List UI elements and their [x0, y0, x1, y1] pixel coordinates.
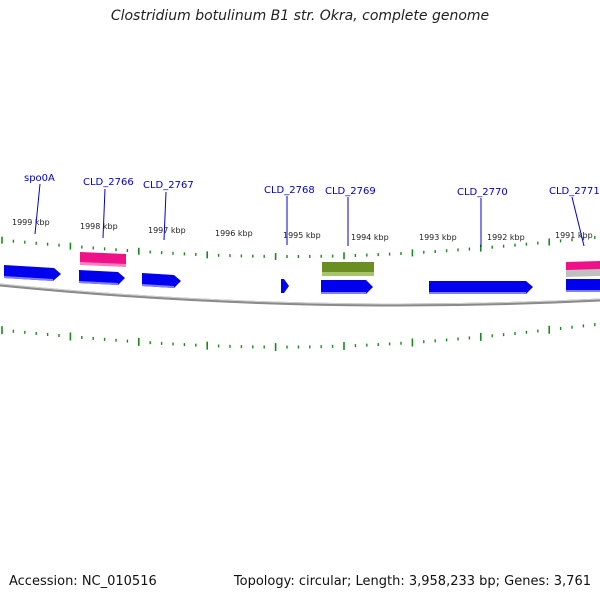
ruler-label-1998: 1998 kbp — [80, 222, 118, 231]
gene-label-CLD_2768[interactable]: CLD_2768 — [264, 185, 315, 245]
gene-label-text: spo0A — [24, 173, 55, 184]
gene-label-text: CLD_2771 — [549, 186, 600, 197]
accession-label: Accession: NC_010516 — [9, 574, 157, 589]
ruler-label-1991: 1991 kbp — [555, 231, 593, 240]
cds-arrow-CLD_2768[interactable] — [281, 279, 289, 293]
gene-label-text: CLD_2770 — [457, 187, 508, 198]
gene-label-CLD_2766[interactable]: CLD_2766 — [83, 177, 134, 239]
gene-label-text: CLD_2769 — [325, 186, 376, 197]
gene-label-CLD_2769[interactable]: CLD_2769 — [325, 186, 376, 246]
cds-arrow-CLD_2766[interactable] — [79, 270, 125, 285]
ruler-label-1994: 1994 kbp — [351, 233, 389, 242]
ruler-label-1999: 1999 kbp — [12, 218, 50, 227]
ruler-label-1992: 1992 kbp — [487, 233, 525, 242]
cds-arrow-CLD_2771[interactable] — [566, 279, 600, 292]
gene-label-text: CLD_2768 — [264, 185, 315, 196]
genome-backbone — [0, 283, 600, 307]
genome-title: Clostridium botulinum B1 str. Okra, comp… — [110, 8, 490, 24]
ruler-label-1996: 1996 kbp — [215, 229, 253, 238]
cds-arrow-CLD_2769[interactable] — [321, 280, 373, 294]
cds-arrow-spo0A[interactable] — [4, 265, 61, 281]
genome-backbone-highlight — [0, 283, 600, 305]
cds-arrow-CLD_2767[interactable] — [142, 273, 181, 288]
ruler-label-1995: 1995 kbp — [283, 231, 321, 240]
ruler-label-1997: 1997 kbp — [148, 226, 186, 235]
cds-arrow-CLD_2770[interactable] — [429, 281, 533, 294]
ruler-label-1993: 1993 kbp — [419, 233, 457, 242]
gene-label-CLD_2767[interactable]: CLD_2767 — [143, 180, 194, 241]
gene-label-text: CLD_2766 — [83, 177, 134, 188]
genome-summary: Topology: circular; Length: 3,958,233 bp… — [233, 574, 591, 589]
feature-rna-pink-1[interactable] — [80, 252, 126, 267]
gene-label-spo0A[interactable]: spo0A — [24, 173, 55, 235]
feature-misc-green[interactable] — [322, 262, 374, 276]
feature-rna-pink-2[interactable] — [566, 261, 600, 277]
outer-tick-ring — [1, 236, 596, 260]
gene-label-CLD_2771[interactable]: CLD_2771 — [549, 186, 600, 247]
inner-tick-ring — [1, 323, 596, 352]
gene-label-text: CLD_2767 — [143, 180, 194, 191]
gene-label-CLD_2770[interactable]: CLD_2770 — [457, 187, 508, 247]
